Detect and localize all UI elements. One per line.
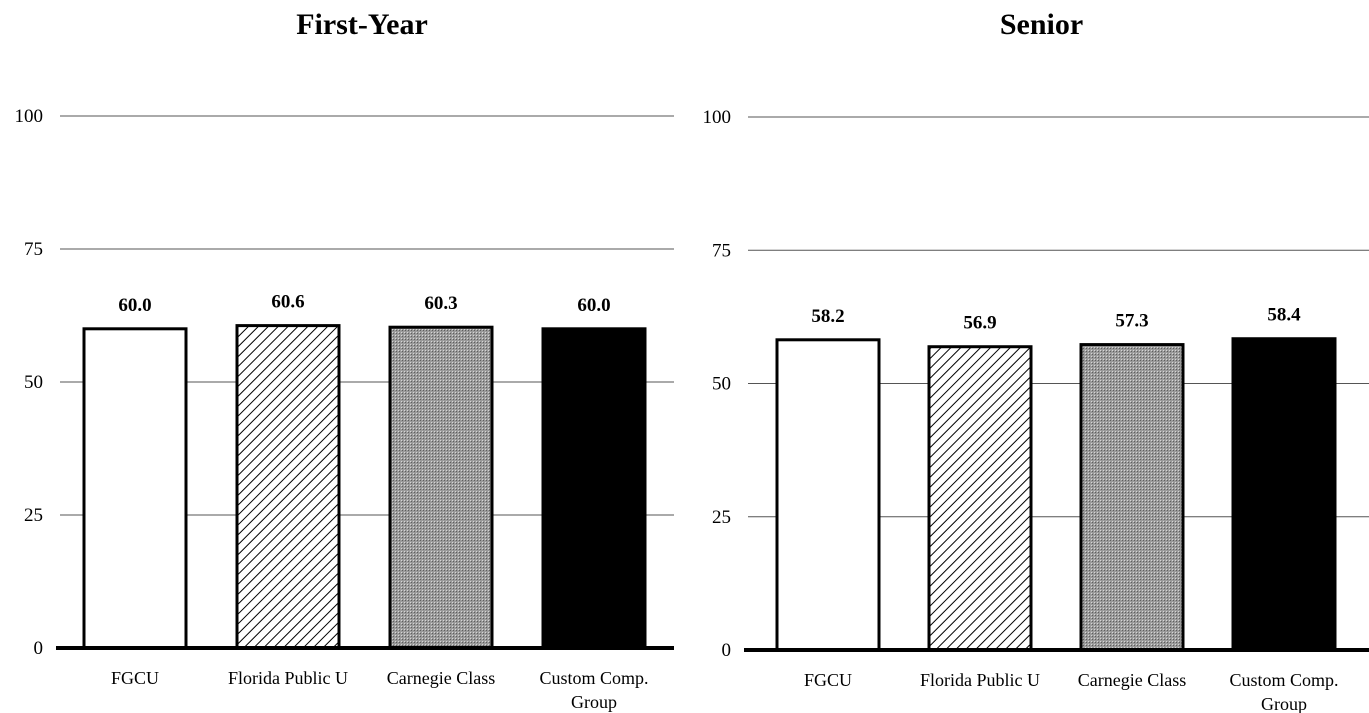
data-label: 58.4 <box>1267 305 1301 326</box>
y-tick-label: 25 <box>712 507 731 528</box>
y-tick-label: 100 <box>703 107 732 128</box>
bar-diagonal-hatch <box>235 324 341 650</box>
data-label: 58.2 <box>811 306 844 327</box>
x-tick-label: Custom Comp. Group <box>1229 670 1338 713</box>
y-tick-label: 0 <box>722 640 732 661</box>
x-tick-label: Florida Public U <box>228 668 348 688</box>
y-tick-label: 0 <box>34 638 44 659</box>
chart-title: First-Year <box>296 8 428 41</box>
bar-gray-stipple <box>1079 343 1185 652</box>
y-tick-label: 25 <box>24 505 43 526</box>
y-tick-label: 100 <box>15 106 44 127</box>
x-tick-label: Carnegie Class <box>1078 670 1186 690</box>
chart-plot-senior: 0 25 50 75 100 58.2 FGCU 56.9 Florida Public U 57… <box>703 107 1369 713</box>
data-label: 56.9 <box>963 313 996 334</box>
chart-senior: Senior 0 25 50 75 100 58.2 FGCU 56.9 Florida Pub… <box>684 0 1369 713</box>
y-tick-label: 75 <box>712 240 731 261</box>
data-label: 57.3 <box>1115 311 1148 332</box>
data-label: 60.3 <box>424 293 457 314</box>
data-label: 60.0 <box>577 295 610 316</box>
x-tick-label: FGCU <box>111 668 159 688</box>
bar-black <box>1231 337 1337 652</box>
bar-gray-stipple <box>388 325 494 650</box>
chart-plot-first-year: 0 25 50 75 100 60.0 FGCU 60.6 Florida Public U 60… <box>15 106 674 712</box>
y-tick-label: 75 <box>24 239 43 260</box>
bar-white <box>82 327 188 650</box>
y-tick-label: 50 <box>712 374 731 395</box>
x-tick-label: Florida Public U <box>920 670 1040 690</box>
bar-black <box>541 327 647 650</box>
x-tick-label: Carnegie Class <box>387 668 495 688</box>
y-tick-label: 50 <box>24 372 43 393</box>
data-label: 60.0 <box>118 295 151 316</box>
chart-title: Senior <box>999 8 1084 41</box>
bar-white <box>775 338 881 652</box>
x-tick-label: FGCU <box>804 670 852 690</box>
chart-first-year: First-Year 0 25 50 75 100 60.0 FGCU 60.6 Florida… <box>0 0 684 713</box>
data-label: 60.6 <box>271 292 304 313</box>
bar-diagonal-hatch <box>927 345 1033 652</box>
x-tick-label: Custom Comp. Group <box>539 668 648 712</box>
